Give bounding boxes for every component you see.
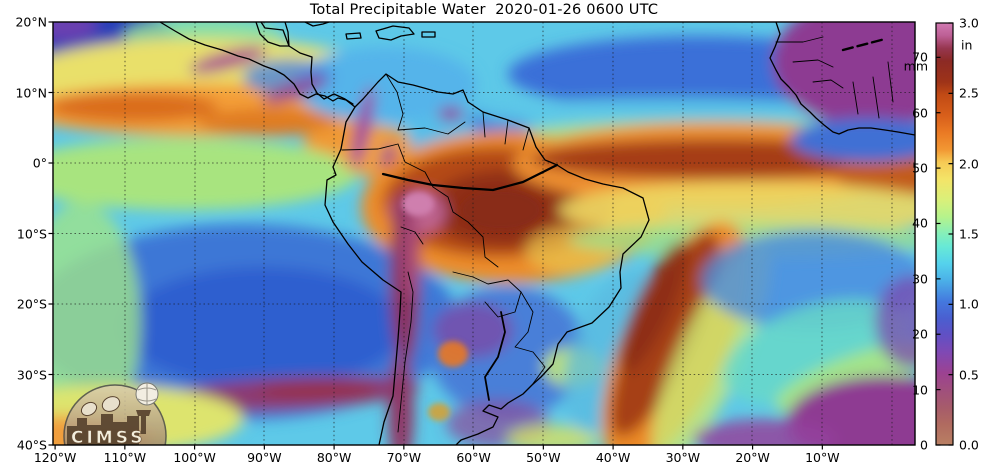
x-tick-label: 110°W bbox=[103, 450, 147, 465]
colorbar-mm-tick-label: 70 bbox=[912, 49, 928, 65]
x-tick-label: 120°W bbox=[33, 450, 77, 465]
axis-ticks bbox=[48, 21, 823, 450]
logo-skyline bbox=[67, 410, 151, 445]
map-plot: CIMSS bbox=[48, 21, 916, 450]
y-tick-label: 10°S bbox=[16, 226, 47, 241]
colorbar-mm-tick-label: 0 bbox=[920, 437, 928, 453]
y-tick-label: 40°S bbox=[16, 437, 47, 453]
colorbar-in-tick-label: 0.5 bbox=[959, 367, 979, 383]
colorbar-in-tick-label: 2.5 bbox=[959, 85, 979, 101]
colorbar-mm-tick-label: 30 bbox=[912, 271, 928, 287]
colorbar bbox=[935, 22, 954, 446]
colorbar-in-tick-label: 1.0 bbox=[959, 296, 979, 312]
x-tick-label: 100°W bbox=[173, 450, 216, 465]
colorbar-mm-tick-label: 40 bbox=[912, 215, 928, 231]
y-tick-label: 20°N bbox=[15, 14, 47, 30]
cimss-logo: CIMSS bbox=[63, 382, 167, 448]
graticule bbox=[53, 22, 915, 445]
x-tick-label: 30°W bbox=[665, 450, 701, 465]
x-tick-label: 80°W bbox=[316, 450, 352, 465]
colorbar-unit-in: in bbox=[961, 37, 973, 53]
x-tick-label: 20°W bbox=[735, 450, 770, 465]
colorbar-in-tick-label: 1.5 bbox=[959, 226, 979, 242]
y-tick-label: 10°N bbox=[15, 85, 47, 100]
tpw-field bbox=[53, 22, 915, 445]
colorbar-in-tick-label: 3.0 bbox=[959, 15, 979, 31]
colorbar-ticks bbox=[936, 22, 953, 446]
x-tick-label: 90°W bbox=[247, 450, 282, 465]
coastlines bbox=[159, 22, 915, 445]
x-tick-label: 40°W bbox=[595, 450, 631, 465]
x-tick-label: 60°W bbox=[456, 450, 491, 465]
colorbar-mm-tick-label: 20 bbox=[912, 326, 928, 342]
colorbar-mm-tick-label: 50 bbox=[912, 160, 928, 176]
logo-text: CIMSS bbox=[71, 428, 145, 448]
y-tick-label: 20°S bbox=[16, 296, 47, 312]
colorbar-mm-tick-label: 60 bbox=[912, 105, 928, 121]
colorbar-unit-mm: mm bbox=[903, 58, 928, 74]
x-tick-label: 50°W bbox=[526, 450, 561, 465]
colorbar-in-tick-label: 2.0 bbox=[959, 156, 979, 172]
figure-title: Total Precipitable Water 2020-01-26 0600… bbox=[309, 2, 659, 18]
y-tick-label: 0° bbox=[32, 155, 47, 171]
y-tick-label: 30°S bbox=[16, 367, 47, 382]
colorbar-mm-tick-label: 10 bbox=[912, 382, 928, 398]
rivers bbox=[381, 163, 559, 401]
satellite-dish-icon bbox=[80, 396, 121, 417]
x-tick-label: 70°W bbox=[386, 450, 422, 465]
x-tick-label: 10°W bbox=[805, 450, 840, 465]
colorbar-in-tick-label: 0.0 bbox=[959, 437, 979, 453]
